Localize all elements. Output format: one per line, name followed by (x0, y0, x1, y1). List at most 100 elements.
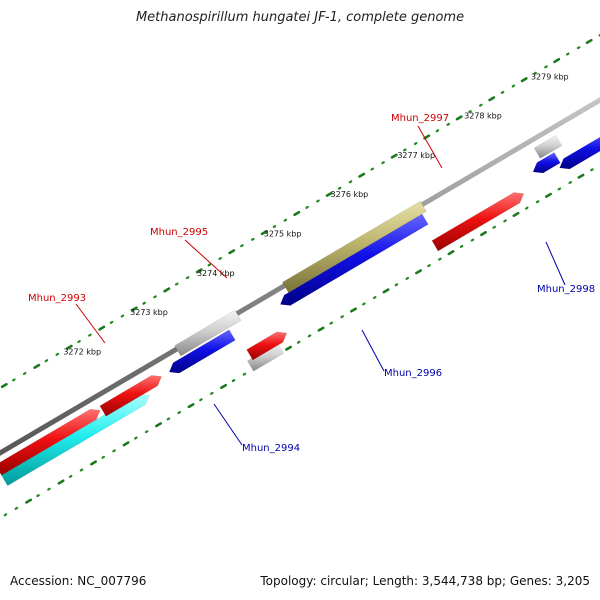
lower-guide-dot (283, 218, 288, 222)
lower-guide-dot (305, 205, 309, 209)
upper-guide-dash (317, 326, 325, 332)
lower-guide-dash (130, 306, 138, 312)
gene-feature-mhun-2993[interactable] (0, 408, 101, 476)
lower-guide-dot (403, 148, 407, 152)
gene-leader-line (75, 303, 106, 344)
gene-feature-mhun-2995[interactable] (246, 331, 288, 361)
gene-features (0, 131, 600, 486)
lower-guide-dash (0, 382, 8, 389)
lower-guide-dot (316, 199, 320, 203)
lower-guide-dot (381, 161, 385, 165)
tick-label: 3275 kbp (264, 229, 302, 238)
genome-summary-text: Topology: circular; Length: 3,544,738 bp… (260, 574, 590, 588)
upper-guide-dot (231, 379, 236, 383)
gene-feature-red[interactable] (99, 375, 162, 417)
dotted-guides (0, 33, 600, 517)
lower-guide-dot (479, 103, 483, 107)
gene-feature-mhun-2997[interactable] (431, 192, 525, 252)
lower-guide-dot (174, 282, 179, 286)
upper-guide-dot (590, 168, 594, 172)
gene-labels: Mhun_2993 Mhun_2994 Mhun_2995 Mhun_2996 Mhun… (28, 113, 595, 454)
lower-guide-dash (65, 344, 73, 350)
lower-guide-dot (185, 276, 190, 280)
scale-ticks: 3272 kbp 3273 kbp 3274 kbp 3275 kbp 3276 kbp… (63, 72, 568, 356)
upper-guide-dash (545, 192, 552, 198)
upper-guide-dot (134, 436, 138, 440)
gene-feature-blue[interactable] (168, 329, 236, 374)
lower-guide-dot (435, 129, 440, 133)
lower-guide-dot (207, 263, 212, 267)
lower-guide-dash (488, 96, 496, 102)
upper-guide-dot (568, 181, 572, 185)
lower-guide-dash (455, 115, 463, 121)
gene-feature-mhun-2994[interactable] (174, 309, 242, 357)
lower-guide-dot (240, 244, 244, 248)
upper-guide-dot (296, 340, 301, 344)
gene-label[interactable]: Mhun_2998 (537, 284, 595, 295)
lower-guide-dash (585, 38, 593, 45)
gene-label[interactable]: Mhun_2993 (28, 293, 86, 304)
lower-guide-dot (44, 359, 49, 363)
upper-guide-dash (577, 173, 585, 179)
upper-guide-dash (512, 211, 520, 218)
gene-leader-line (417, 125, 443, 169)
gene-label[interactable]: Mhun_2996 (384, 368, 442, 379)
upper-guide-dash (382, 288, 390, 294)
lower-guide-dash (163, 287, 171, 293)
tick-label: 3272 kbp (63, 347, 101, 356)
lower-guide-dash (98, 325, 106, 331)
upper-guide-dash (155, 422, 163, 428)
upper-guide-dash (415, 269, 422, 275)
lower-guide-dot (576, 46, 581, 50)
lower-guide-dash (195, 268, 203, 274)
upper-guide-dash (122, 441, 130, 447)
lower-guide-dash (293, 210, 301, 217)
upper-guide-dot (427, 264, 431, 268)
upper-guide-dot (524, 206, 529, 210)
upper-guide-dash (220, 383, 227, 390)
upper-guide-dot (557, 187, 562, 191)
gene-label[interactable]: Mhun_2994 (242, 443, 300, 454)
upper-guide-dot (459, 244, 464, 248)
gene-feature-mhun-2998[interactable] (559, 131, 600, 170)
lower-guide-dot (272, 225, 277, 229)
gene-feature-mhun-2996-blue[interactable] (279, 213, 429, 306)
tick-label: 3278 kbp (464, 112, 502, 121)
upper-guide-dot (79, 468, 84, 472)
upper-guide-dot (535, 200, 540, 204)
lower-guide-dot (533, 71, 537, 75)
gene-feature-grey-small[interactable] (533, 135, 563, 159)
upper-guide-dash (285, 345, 292, 351)
gene-feature-mhun-2996[interactable] (282, 200, 427, 293)
upper-guide-dot (503, 219, 507, 223)
lower-guide-dash (520, 77, 528, 83)
upper-guide-dot (177, 411, 182, 415)
accession-text: Accession: NC_007796 (10, 574, 147, 588)
gene-feature-blue-small[interactable] (532, 152, 561, 174)
lower-guide-dot (12, 378, 16, 382)
backbone (0, 97, 600, 456)
lower-guide-dot (348, 180, 353, 184)
lower-guide-dot (153, 295, 157, 299)
upper-guide-dot (36, 494, 40, 498)
upper-guide-dot (362, 302, 366, 306)
upper-guide-dot (438, 257, 442, 261)
gene-leader-line (184, 239, 228, 279)
upper-guide-dash (90, 460, 98, 466)
tick-label: 3274 kbp (197, 269, 235, 278)
upper-guide-dot (307, 334, 312, 338)
upper-guide-dot (101, 455, 105, 459)
upper-guide-dash (25, 498, 33, 504)
lower-guide-dot (77, 340, 81, 344)
gene-label[interactable]: Mhun_2995 (150, 227, 208, 238)
upper-guide-dot (3, 513, 8, 517)
lower-guide-dash (33, 363, 41, 369)
upper-guide-dot (14, 506, 19, 510)
gene-leader-line (361, 329, 385, 372)
upper-guide-dash (350, 307, 357, 313)
lower-guide-dot (511, 84, 516, 88)
gene-feature-cyan[interactable] (1, 393, 150, 486)
gene-label[interactable]: Mhun_2997 (391, 113, 449, 124)
lower-guide-dash (553, 57, 561, 64)
